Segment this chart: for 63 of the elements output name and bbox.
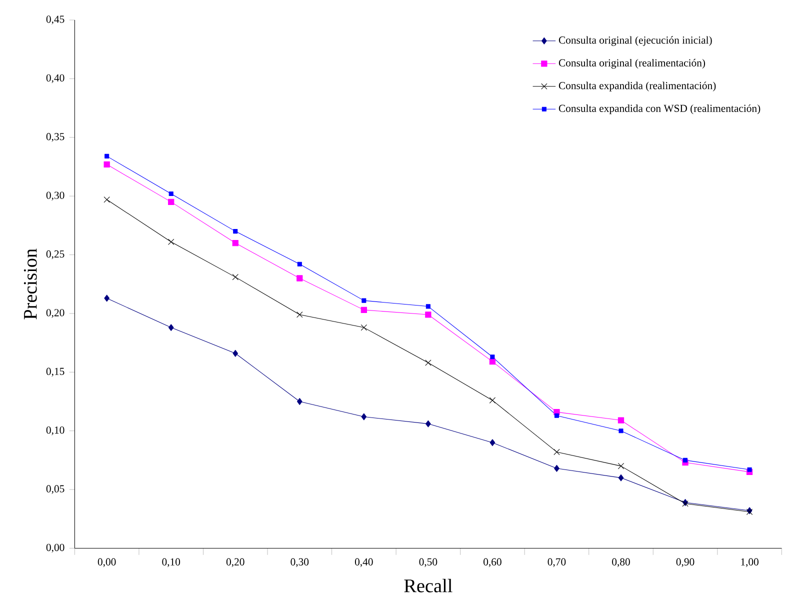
y-tick-label: 0,00	[46, 544, 64, 553]
y-tick-label: 0,10	[46, 426, 64, 436]
point	[297, 262, 302, 266]
point	[360, 324, 368, 331]
point	[554, 413, 559, 418]
point	[618, 462, 624, 470]
point	[489, 397, 496, 404]
y-tick-label: 0,40	[46, 74, 64, 84]
x-tick-label: 0,40	[354, 558, 373, 568]
point	[426, 420, 431, 428]
point	[296, 312, 303, 318]
point	[168, 238, 174, 245]
legend-label: Consulta expandida con WSD (realimentación)	[558, 104, 760, 114]
point	[232, 274, 238, 280]
point	[296, 398, 302, 406]
legend-label: Consulta original (realimentación)	[558, 58, 706, 69]
point	[232, 240, 238, 246]
x-tick-label: 1,00	[741, 558, 758, 568]
point	[104, 161, 110, 168]
y-tick-label: 0,05	[46, 485, 64, 494]
x-tick-label: 0,10	[162, 558, 180, 568]
point	[554, 448, 560, 456]
x-tick-label: 0,00	[98, 558, 116, 568]
legend-label: Consulta expandida (realimentación)	[558, 82, 716, 92]
point	[747, 467, 752, 472]
point	[168, 198, 174, 206]
point	[362, 298, 366, 303]
point	[490, 354, 495, 360]
point	[168, 191, 174, 196]
point	[361, 413, 367, 420]
point	[296, 275, 303, 282]
x-tick-label: 0,50	[419, 558, 438, 568]
point	[360, 306, 367, 314]
point	[683, 458, 688, 462]
legend-label: Consulta original (ejecución inicial)	[558, 36, 712, 46]
point	[425, 312, 432, 318]
x-tick-label: 0,80	[612, 558, 630, 568]
x-axis-title: Recall	[404, 578, 452, 592]
point	[618, 417, 624, 424]
x-tick-label: 0,20	[226, 558, 244, 568]
point	[232, 350, 238, 357]
point	[104, 154, 110, 158]
point	[425, 360, 432, 366]
y-tick-label: 0,20	[46, 309, 64, 318]
point	[618, 474, 624, 482]
y-tick-label: 0,25	[46, 250, 64, 260]
point	[104, 196, 110, 203]
y-tick-label: 0,45	[46, 16, 64, 24]
x-tick-label: 0,60	[484, 558, 502, 568]
point	[554, 464, 560, 472]
point	[104, 294, 110, 302]
point	[168, 324, 174, 332]
x-tick-label: 0,70	[548, 558, 566, 568]
y-axis-title: Precision	[24, 248, 37, 320]
y-tick-label: 0,15	[46, 368, 64, 377]
x-tick-label: 0,90	[676, 558, 694, 568]
point	[618, 428, 624, 434]
point	[233, 229, 238, 234]
point	[426, 304, 430, 309]
x-tick-label: 0,30	[290, 558, 309, 568]
point	[490, 439, 496, 446]
y-tick-label: 0,35	[46, 133, 64, 142]
y-tick-label: 0,30	[46, 192, 64, 200]
